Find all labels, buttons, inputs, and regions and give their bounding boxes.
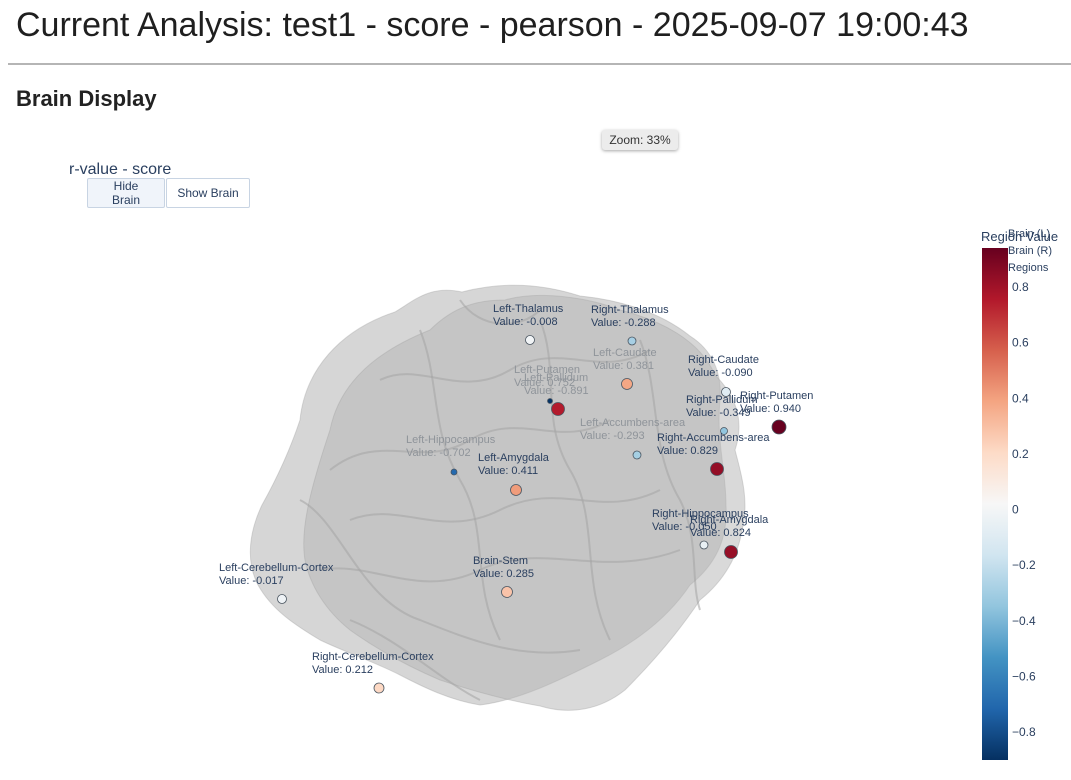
region-value-label: Value: -0.293: [580, 430, 645, 442]
region-value-label: Value: 0.829: [657, 445, 718, 457]
region-name-label: Left-Accumbens-area: [580, 417, 686, 429]
colorbar-tick-label: 0.8: [1012, 280, 1029, 294]
colorbar-gradient: [982, 248, 1008, 760]
region-value-label: Value: 0.212: [312, 664, 373, 676]
colorbar-tick-label: 0.6: [1012, 336, 1029, 350]
region-value-label: Value: -0.702: [406, 447, 471, 459]
hide-brain-button[interactable]: Hide Brain: [87, 178, 165, 208]
legend-item-brain-right[interactable]: Brain (R): [1008, 245, 1052, 257]
region-value-label: Value: 0.752: [514, 377, 575, 389]
region-marker-left-putamen[interactable]: [551, 402, 565, 416]
colorbar-tick-label: −0.8: [1012, 725, 1036, 739]
section-title: Brain Display: [16, 86, 157, 111]
region-name-label: Left-Caudate: [593, 347, 657, 359]
region-name-label: Right-Hippocampus: [652, 508, 749, 520]
region-marker-right-caudate[interactable]: [721, 387, 731, 397]
region-name-label: Left-Cerebellum-Cortex: [219, 562, 334, 574]
region-value-label: Value: -0.090: [688, 367, 753, 379]
region-marker-left-accumbens-area[interactable]: [632, 450, 642, 460]
region-marker-right-accumbens-area[interactable]: [710, 462, 724, 476]
region-name-label: Left-Pallidum: [524, 372, 588, 384]
region-value-label: Value: 0.940: [740, 403, 801, 415]
region-marker-right-thalamus[interactable]: [627, 336, 637, 346]
region-value-label: Value: -0.050: [652, 521, 717, 533]
region-value-label: Value: -0.008: [493, 316, 558, 328]
colorbar-ticks: 0.8 0.6 0.4 0.2 0 −0.2 −0.4 −0.6 −0.8: [1012, 280, 1036, 739]
colorbar-title: Region Value: [981, 229, 1058, 244]
region-marker-right-putamen[interactable]: [771, 419, 787, 435]
title-divider: [8, 63, 1071, 65]
region-name-label: Left-Hippocampus: [406, 434, 496, 446]
region-name-label: Right-Thalamus: [591, 304, 669, 316]
region-marker-right-hippocampus[interactable]: [699, 540, 709, 550]
legend-item-brain-left[interactable]: Brain (L): [1008, 228, 1050, 240]
region-value-label: Value: -0.349: [686, 407, 751, 419]
region-marker-left-hippocampus[interactable]: [450, 468, 458, 476]
colorbar-tick-label: 0.2: [1012, 447, 1029, 461]
region-name-label: Right-Accumbens-area: [657, 432, 770, 444]
legend-item-regions[interactable]: Regions: [1008, 262, 1049, 274]
region-name-label: Left-Putamen: [514, 364, 580, 376]
plot-title: r-value - score: [69, 161, 172, 178]
zoom-indicator: Zoom: 33%: [602, 130, 678, 150]
region-name-label: Brain-Stem: [473, 555, 528, 567]
legend: Brain (L) Brain (R) Regions: [1008, 228, 1052, 274]
brain-gyri: [299, 299, 701, 701]
region-name-label: Right-Amygdala: [690, 514, 769, 526]
colorbar-tick-label: −0.4: [1012, 614, 1036, 628]
region-value-label: Value: -0.017: [219, 575, 284, 587]
show-brain-button[interactable]: Show Brain: [166, 178, 250, 208]
region-marker-left-thalamus[interactable]: [525, 335, 535, 345]
region-marker-right-amygdala[interactable]: [724, 545, 738, 559]
region-value-label: Value: -0.891: [524, 385, 589, 397]
region-value-label: Value: 0.411: [478, 465, 538, 477]
brain-mesh-right: [303, 295, 746, 711]
region-marker-brain-stem[interactable]: [501, 586, 513, 598]
region-name-label: Right-Putamen: [740, 390, 813, 402]
region-marker-left-cerebellum-cortex[interactable]: [277, 594, 287, 604]
region-value-label: Value: 0.824: [690, 527, 751, 539]
region-marker-right-cerebellum-cortex[interactable]: [373, 682, 385, 694]
region-name-label: Right-Caudate: [688, 354, 759, 366]
colorbar-tick-label: −0.2: [1012, 558, 1036, 572]
region-name-label: Left-Thalamus: [493, 303, 564, 315]
region-marker-left-caudate[interactable]: [621, 378, 633, 390]
region-marker-right-pallidum[interactable]: [720, 427, 728, 435]
region-value-label: Value: -0.288: [591, 317, 656, 329]
region-name-label: Left-Amygdala: [478, 452, 550, 464]
page-title: Current Analysis: test1 - score - pearso…: [16, 6, 969, 44]
region-name-label: Right-Cerebellum-Cortex: [312, 651, 434, 663]
colorbar-tick-label: −0.6: [1012, 670, 1036, 684]
region-value-label: Value: 0.285: [473, 568, 534, 580]
region-name-label: Right-Pallidum: [686, 394, 758, 406]
region-marker-left-pallidum[interactable]: [547, 398, 553, 404]
colorbar-tick-label: 0.4: [1012, 391, 1029, 405]
region-value-label: Value: 0.381: [593, 360, 654, 372]
region-marker-left-amygdala[interactable]: [510, 484, 522, 496]
colorbar-tick-label: 0: [1012, 503, 1019, 517]
brain-mesh[interactable]: [249, 284, 746, 711]
colorbar: Region Value 0.8 0.6 0.4 0.2 0 −0.2 −0.4 −0.6 −0…: [981, 229, 1058, 760]
